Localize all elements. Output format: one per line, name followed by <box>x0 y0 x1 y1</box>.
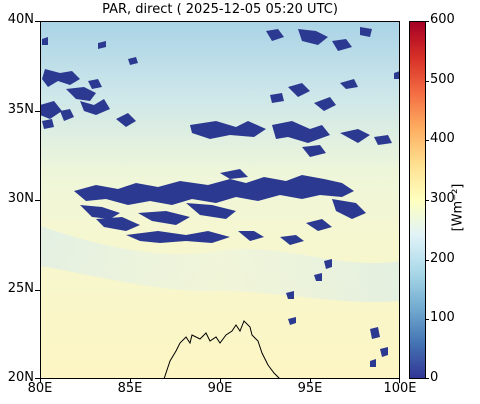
colorbar-tick-600: 600 <box>430 12 455 27</box>
lat-tick-40n: 40N <box>7 12 34 27</box>
lon-tick-80e: 80E <box>27 381 53 396</box>
colorbar <box>409 21 426 379</box>
colorbar-unit-label: [Wm⁻²] <box>450 183 466 232</box>
lon-tick-100e: 100E <box>383 381 417 396</box>
cool-band <box>40 226 400 303</box>
lon-tick-85e: 85E <box>117 381 143 396</box>
cloud-mask <box>40 27 400 367</box>
colorbar-tick-500: 500 <box>430 72 455 87</box>
colorbar-tick-300: 300 <box>430 191 455 206</box>
lon-tick-95e: 95E <box>297 381 323 396</box>
colorbar-tick-100: 100 <box>430 310 455 325</box>
colorbar-tick-400: 400 <box>430 131 455 146</box>
coastline <box>163 320 281 379</box>
lat-tick-35n: 35N <box>7 102 34 117</box>
map-panel <box>40 21 400 379</box>
lat-tick-25n: 25N <box>7 281 34 296</box>
lat-tick-20n: 20N <box>7 370 34 385</box>
colorbar-tick-0: 0 <box>430 370 439 385</box>
lon-tick-90e: 90E <box>207 381 233 396</box>
lat-tick-30n: 30N <box>7 191 34 206</box>
colorbar-tick-200: 200 <box>430 251 455 266</box>
map-title: PAR, direct ( 2025-12-05 05:20 UTC) <box>102 2 338 17</box>
